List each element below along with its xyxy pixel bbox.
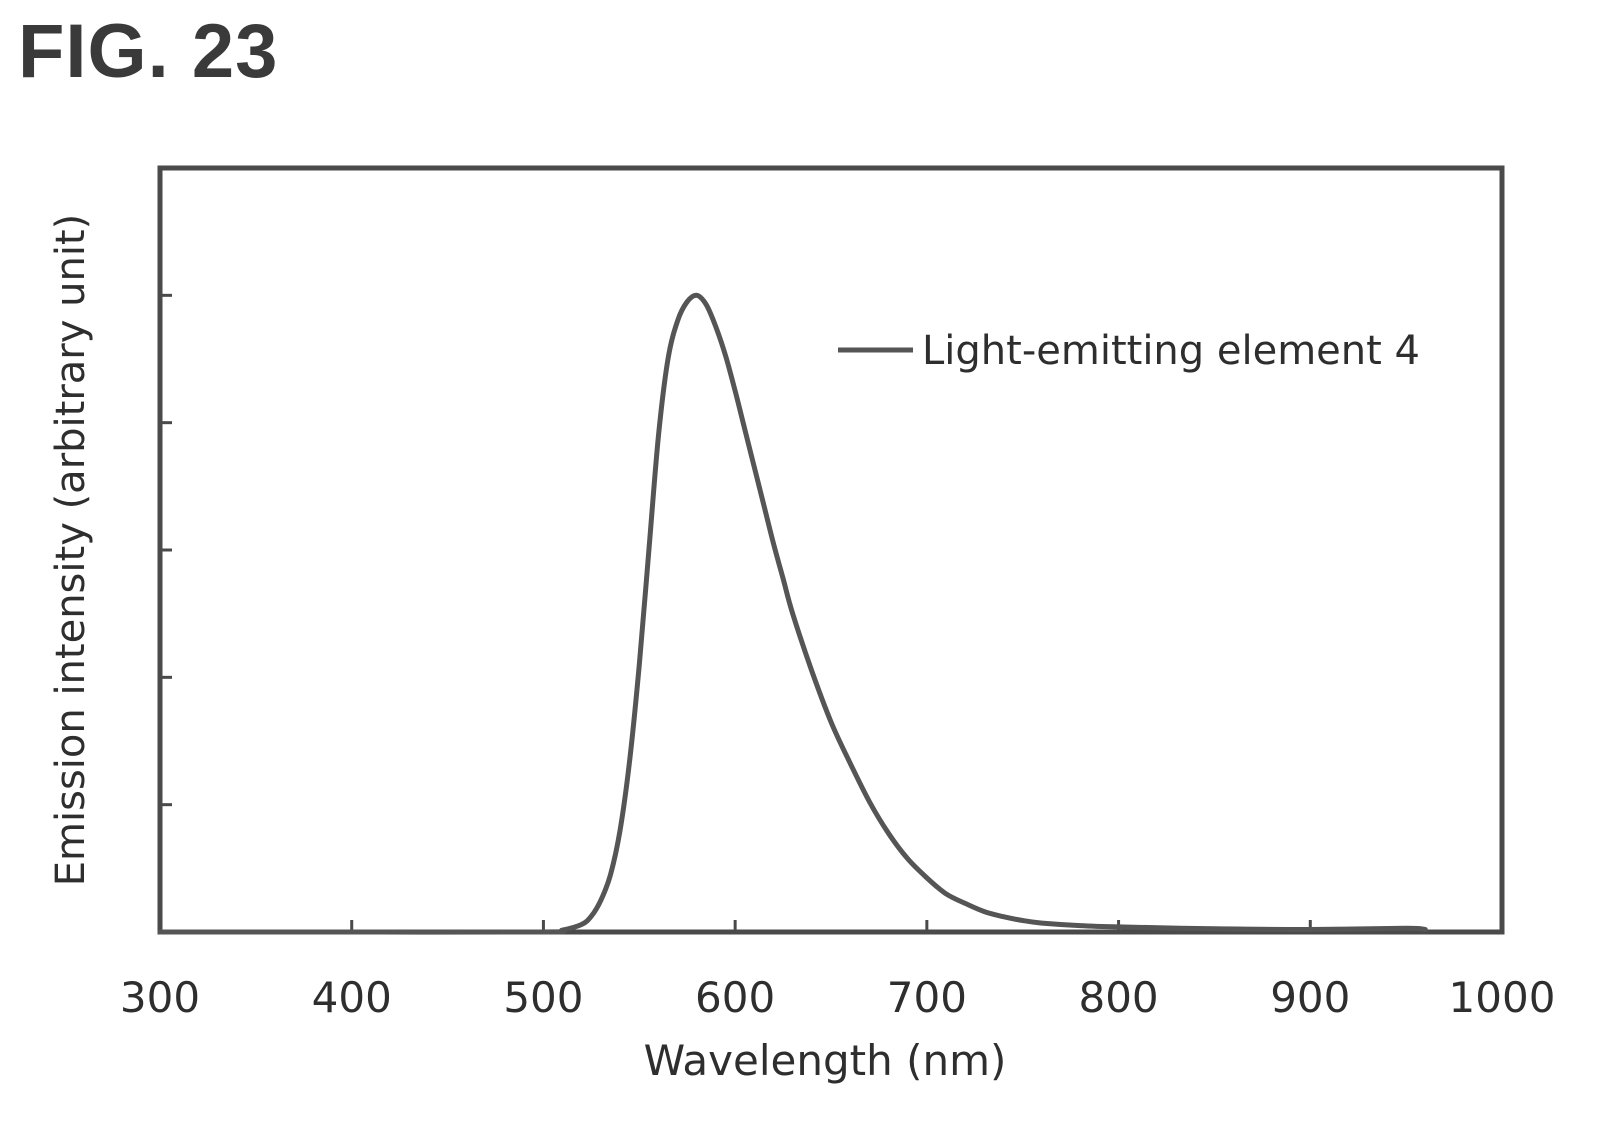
x-tick-label-500: 500 <box>503 973 583 1022</box>
x-tick-label-900: 900 <box>1270 973 1350 1022</box>
y-axis-label: Emission intensity (arbitrary unit) <box>48 214 94 886</box>
y-axis-ticks <box>160 293 172 807</box>
figure-label: FIG. 23 <box>18 9 279 94</box>
legend-label: Light-emitting element 4 <box>922 328 1420 374</box>
x-tick-label-700: 700 <box>887 973 967 1022</box>
x-tick-label-1000: 1000 <box>1449 973 1556 1022</box>
x-tick-label-600: 600 <box>695 973 775 1022</box>
x-axis-tick-labels: 300 400 500 600 700 800 900 1000 <box>120 973 1556 1022</box>
series-line-light-emitting-element-4 <box>157 292 1428 935</box>
x-tick-label-300: 300 <box>120 973 200 1022</box>
x-axis-label: Wavelength (nm) <box>644 1036 1007 1085</box>
x-tick-label-400: 400 <box>312 973 392 1022</box>
plot-frame <box>157 165 1505 935</box>
x-tick-label-800: 800 <box>1078 973 1158 1022</box>
